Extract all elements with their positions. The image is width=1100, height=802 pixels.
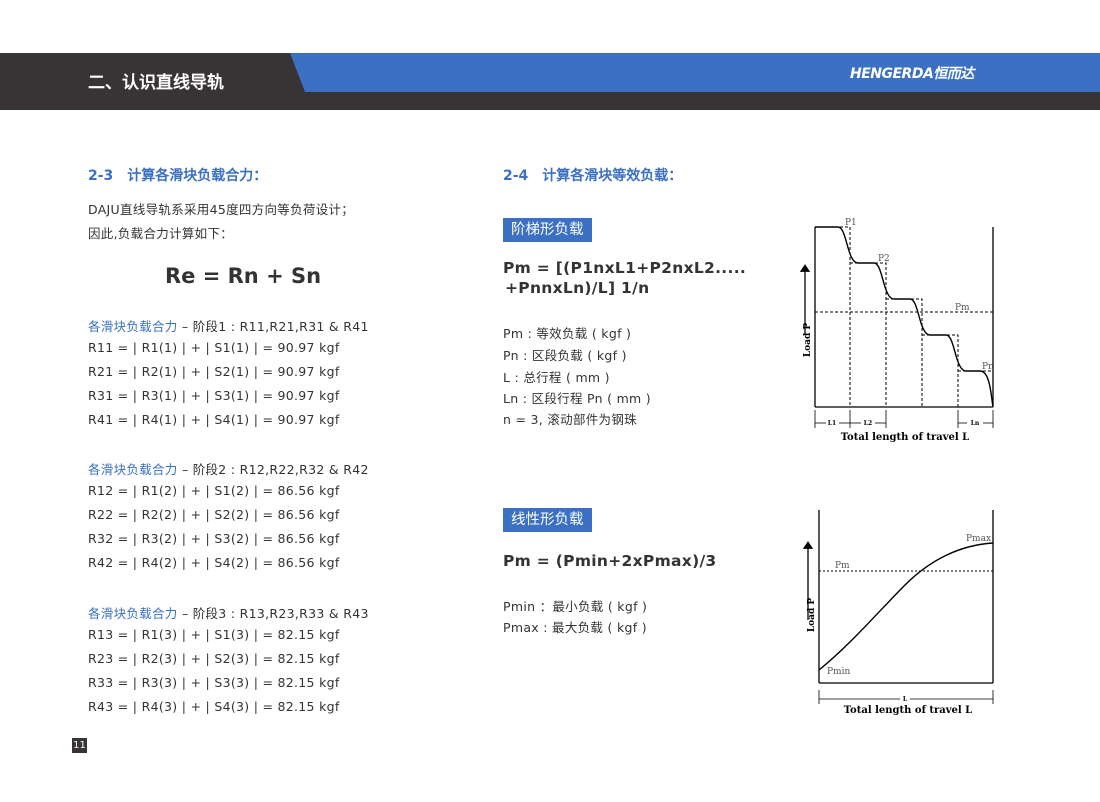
group-stage: – 阶段2 : R12,R22,R32 & R42 xyxy=(177,462,369,477)
group-heading: 各滑块负载合力 – 阶段1 : R11,R21,R31 & R41 xyxy=(88,316,369,335)
label-l1: L1 xyxy=(828,420,836,427)
definition: Pn : 区段负载 ( kgf ) xyxy=(503,348,627,363)
label-p1: P1 xyxy=(845,218,857,228)
label-pmin: Pmin xyxy=(827,667,850,677)
load-row: R32 = | R3(2) | + | S3(2) | = 86.56 kgf xyxy=(88,531,340,546)
definition: Pmin ：最小负载 ( kgf ) xyxy=(503,599,648,614)
load-row: R23 = | R2(3) | + | S2(3) | = 82.15 kgf xyxy=(88,651,340,666)
label-pmax: Pmax xyxy=(966,534,991,544)
y-axis-label: Load P xyxy=(807,598,817,633)
group-label: 各滑块负载合力 xyxy=(88,606,178,621)
step-formula-line: Pm = [(P1nxL1+P2nxL2..... xyxy=(503,259,747,277)
header-accent xyxy=(290,53,1100,92)
group-stage: – 阶段3 : R13,R23,R33 & R43 xyxy=(177,606,369,621)
definition: Pm : 等效负载 ( kgf ) xyxy=(503,326,632,341)
page-number: 11 xyxy=(72,738,87,753)
section-title-2-3: 2-3 计算各滑块负载合力： xyxy=(88,168,268,184)
load-row: R33 = | R3(3) | + | S3(3) | = 82.15 kgf xyxy=(88,675,340,690)
definition: n = 3, 滚动部件为钢珠 xyxy=(503,412,637,427)
step-load-badge: 阶梯形负载 xyxy=(503,218,592,242)
label-l: L xyxy=(903,696,908,703)
group-label: 各滑块负载合力 xyxy=(88,319,178,334)
load-row: R31 = | R3(1) | + | S3(1) | = 90.97 kgf xyxy=(88,388,340,403)
label-l2: L2 xyxy=(864,420,872,427)
resultant-formula: Re = Rn + Sn xyxy=(165,264,322,288)
y-axis-label: Load P xyxy=(803,323,813,358)
linear-load-badge: 线性形负载 xyxy=(503,508,592,532)
load-row: R11 = | R1(1) | + | S1(1) | = 90.97 kgf xyxy=(88,340,340,355)
x-axis-label: Total length of travel L xyxy=(841,432,969,443)
load-row: R42 = | R4(2) | + | S4(2) | = 86.56 kgf xyxy=(88,555,340,570)
label-pm: Pm xyxy=(955,303,970,313)
intro-line: DAJU直线导轨系采用45度四方向等负荷设计； xyxy=(88,202,355,217)
load-row: R22 = | R2(2) | + | S2(2) | = 86.56 kgf xyxy=(88,507,340,522)
definition: L : 总行程 ( mm ) xyxy=(503,370,610,385)
definition: Pmax : 最大负载 ( kgf ) xyxy=(503,620,647,635)
chapter-title: 二、认识直线导轨 xyxy=(88,73,224,93)
group-heading: 各滑块负载合力 – 阶段2 : R12,R22,R32 & R42 xyxy=(88,459,369,478)
label-p2: P2 xyxy=(878,254,890,264)
load-row: R41 = | R4(1) | + | S4(1) | = 90.97 kgf xyxy=(88,412,340,427)
linear-load-diagram: Pmax Pm Pmin L Total length of travel L … xyxy=(802,510,994,716)
label-pn: Pn xyxy=(982,362,994,372)
load-row: R43 = | R4(3) | + | S4(3) | = 82.15 kgf xyxy=(88,699,340,714)
step-load-diagram: P1 P2 Pm Pn L1 L2 Ln Total length of tra… xyxy=(799,218,994,443)
label-pm: Pm xyxy=(835,561,850,571)
group-heading: 各滑块负载合力 – 阶段3 : R13,R23,R33 & R43 xyxy=(88,603,369,622)
label-ln: Ln xyxy=(971,420,980,427)
load-row: R13 = | R1(3) | + | S1(3) | = 82.15 kgf xyxy=(88,627,340,642)
step-formula-line: +PnnxLn)/L] 1/n xyxy=(505,279,650,297)
intro-line: 因此,负载合力计算如下： xyxy=(88,226,234,241)
linear-formula: Pm = (Pmin+2xPmax)/3 xyxy=(503,552,717,570)
group-label: 各滑块负载合力 xyxy=(88,462,178,477)
group-stage: – 阶段1 : R11,R21,R31 & R41 xyxy=(177,319,369,334)
load-row: R12 = | R1(2) | + | S1(2) | = 86.56 kgf xyxy=(88,483,340,498)
brand-logo: HENGERDA恒而达 xyxy=(850,66,974,82)
x-axis-label: Total length of travel L xyxy=(844,705,972,716)
section-title-2-4: 2-4 计算各滑块等效负载： xyxy=(503,168,683,184)
load-row: R21 = | R2(1) | + | S2(1) | = 90.97 kgf xyxy=(88,364,340,379)
definition: Ln : 区段行程 Pn ( mm ) xyxy=(503,391,651,406)
